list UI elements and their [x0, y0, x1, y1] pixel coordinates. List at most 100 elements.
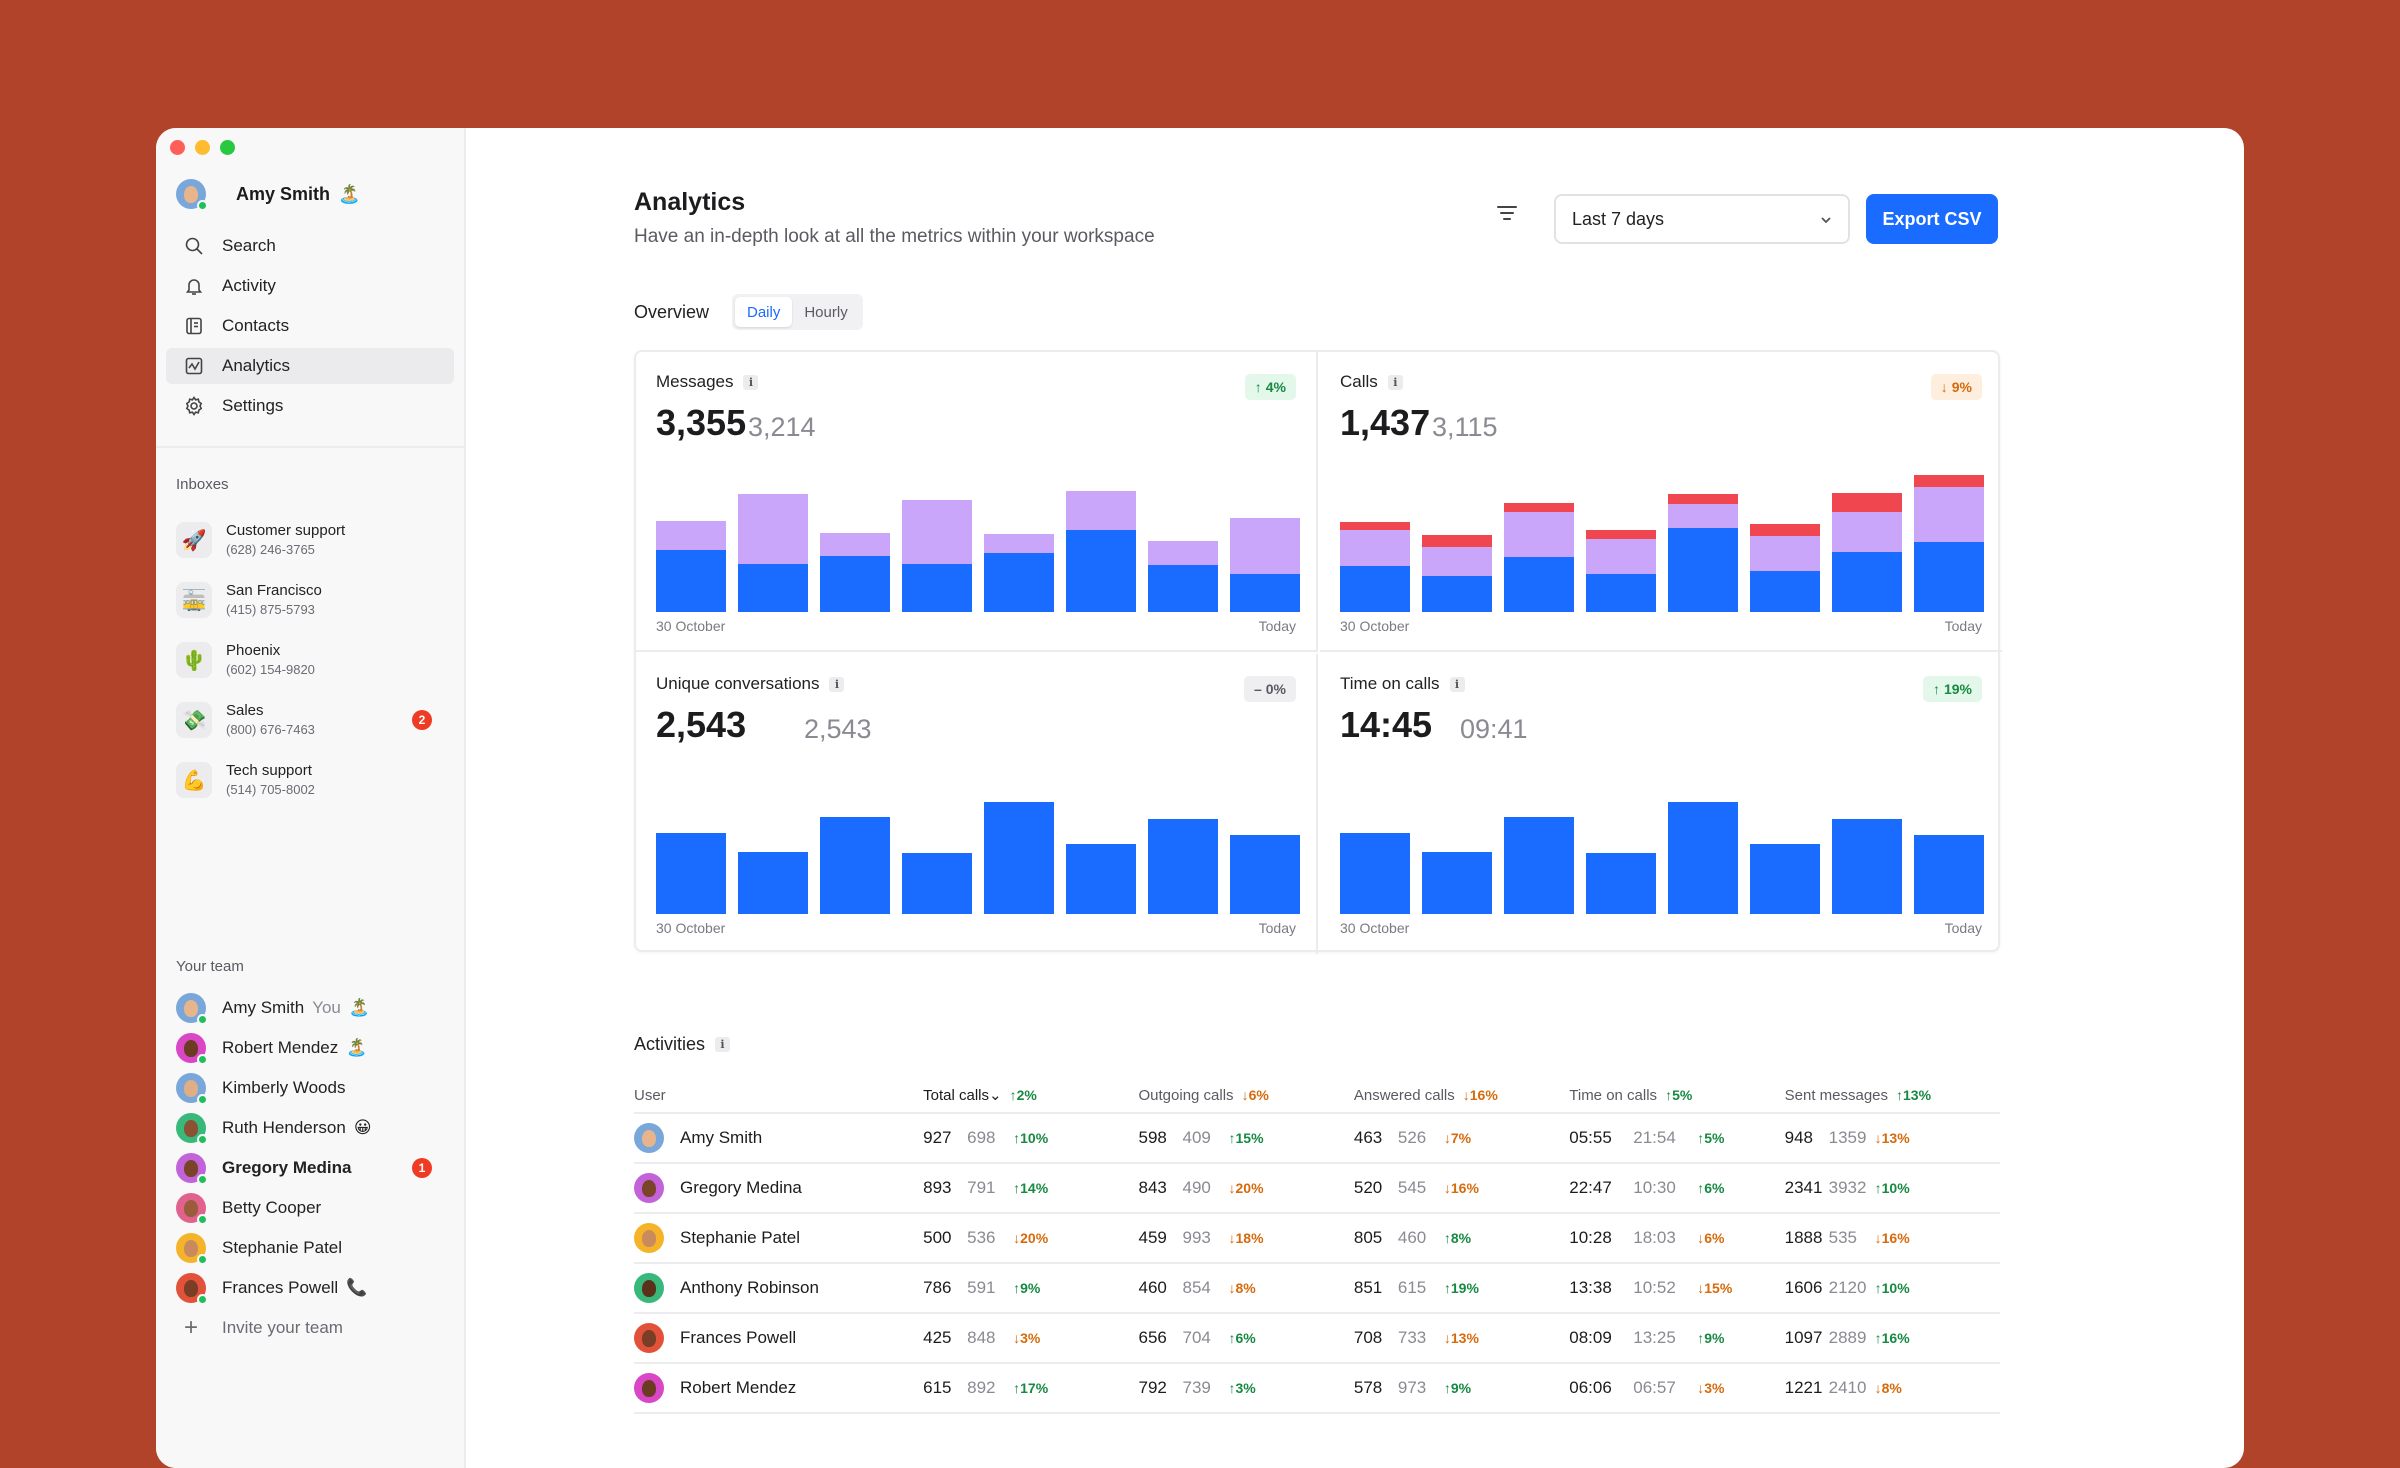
inbox-text: San Francisco (415) 875-5793	[226, 581, 322, 619]
metric-card-unique-conversations: Unique conversations i 2,543 2,543 – 0% 30 Oc…	[636, 654, 1318, 954]
online-status-dot	[197, 1134, 208, 1145]
metric-value: 14:45	[1340, 704, 1433, 745]
previous-value: 490	[1182, 1178, 1211, 1197]
online-status-dot	[197, 1174, 208, 1185]
online-status-dot	[197, 1094, 208, 1105]
team-member[interactable]: Frances Powell 📞	[176, 1268, 446, 1308]
table-row[interactable]: Anthony Robinson 786 591 ↑ 9% 460 854 ↓ 8% 851 6…	[634, 1264, 2000, 1314]
page-title: Analytics	[634, 188, 746, 216]
nav-item-activity[interactable]: Activity	[166, 268, 454, 304]
team-member[interactable]: Ruth Henderson 😀	[176, 1108, 446, 1148]
change-indicator: ↓ 20%	[1229, 1180, 1264, 1196]
chart-bar	[1832, 512, 1902, 552]
current-value: 851	[1353, 1278, 1383, 1297]
current-value: 2341	[1784, 1178, 1823, 1197]
info-icon[interactable]: i	[829, 676, 845, 692]
table-row[interactable]: Gregory Medina 893 791 ↑ 14% 843 490 ↓ 20% 520 5…	[634, 1164, 2000, 1214]
change-value: 16%	[1469, 1087, 1498, 1103]
metric-cell: 708 733 ↓ 13%	[1354, 1328, 1569, 1348]
current-value: 22:47	[1569, 1178, 1612, 1197]
metric-cell: 05:55 21:54 ↑ 5%	[1569, 1128, 1784, 1148]
table-row[interactable]: Amy Smith 927 698 ↑ 10% 598 409 ↑ 15% 463 526 ↓ 7…	[634, 1114, 2000, 1164]
filter-icon[interactable]	[1492, 198, 1522, 228]
previous-value: 06:57	[1633, 1378, 1676, 1397]
change-badge: – 0%	[1243, 676, 1296, 702]
team-member[interactable]: Robert Mendez 🏝️	[176, 1028, 446, 1068]
bar-chart	[656, 490, 1300, 612]
change-value: 2%	[1016, 1087, 1037, 1103]
invite-team-button[interactable]: + Invite your team	[176, 1308, 446, 1348]
column-header[interactable]: Total calls ⌄ ↑ 2%	[923, 1086, 1138, 1105]
inbox-item[interactable]: 🚀 Customer support (628) 246-3765	[176, 510, 446, 570]
table-row[interactable]: Stephanie Patel 500 536 ↓ 20% 459 993 ↓ 18% 805…	[634, 1214, 2000, 1264]
nav-item-analytics[interactable]: Analytics	[166, 348, 454, 384]
metric-cell: 459 993 ↓ 18%	[1139, 1228, 1354, 1248]
info-icon[interactable]: i	[715, 1037, 731, 1052]
column-header[interactable]: Sent messages ↑ 13%	[1785, 1087, 2000, 1104]
close-window-button[interactable]	[170, 140, 185, 155]
change-arrow-icon: ↑	[1874, 1330, 1882, 1346]
change-badge: ↑ 4%	[1244, 374, 1296, 400]
change-arrow-icon: ↑	[1874, 1180, 1882, 1196]
inbox-item[interactable]: 🚋 San Francisco (415) 875-5793	[176, 570, 446, 630]
previous-value: 698	[967, 1128, 996, 1147]
chart-bar	[1914, 487, 1984, 543]
change-indicator: ↑ 9%	[1697, 1330, 1724, 1346]
change-value: 20%	[1020, 1230, 1049, 1246]
current-value: 10:28	[1569, 1228, 1612, 1247]
change-value: 5%	[1672, 1087, 1693, 1103]
team-member[interactable]: Amy Smith You 🏝️	[176, 988, 446, 1028]
current-value: 708	[1353, 1328, 1383, 1347]
change-value: 15%	[1704, 1280, 1733, 1296]
nav-item-contacts[interactable]: Contacts	[166, 308, 454, 344]
inbox-item[interactable]: 💸 Sales (800) 676-7463 2	[176, 690, 446, 750]
inbox-item[interactable]: 🌵 Phoenix (602) 154-9820	[176, 630, 446, 690]
metric-cell: 893 791 ↑ 14%	[923, 1178, 1138, 1198]
change-indicator: ↑ 15%	[1229, 1130, 1264, 1146]
chart-bar	[1422, 851, 1492, 914]
change-indicator: ↓ 20%	[1013, 1230, 1048, 1246]
sidebar-divider	[156, 446, 464, 448]
team-member[interactable]: Kimberly Woods	[176, 1068, 446, 1108]
current-value: 893	[923, 1178, 952, 1197]
nav-item-search[interactable]: Search	[166, 228, 454, 264]
info-icon[interactable]: i	[1387, 374, 1403, 390]
nav-item-settings[interactable]: Settings	[166, 388, 454, 424]
minimize-window-button[interactable]	[195, 140, 210, 155]
page-subtitle: Have an in-depth look at all the metrics…	[634, 226, 1155, 247]
profile-menu[interactable]: Amy Smith 🏝️	[176, 176, 360, 212]
invite-label: Invite your team	[222, 1318, 343, 1337]
previous-value: 3,214	[748, 412, 816, 442]
date-range-select[interactable]: Last 7 days	[1554, 194, 1850, 244]
inbox-item[interactable]: 💪 Tech support (514) 705-8002	[176, 750, 446, 810]
info-icon[interactable]: i	[743, 374, 759, 390]
change-arrow-icon: ↑	[1443, 1230, 1451, 1246]
column-header[interactable]: Outgoing calls ↓ 6%	[1139, 1087, 1354, 1104]
change-indicator: ↑ 9%	[1444, 1380, 1471, 1396]
tab-hourly[interactable]: Hourly	[804, 303, 848, 321]
avatar-face	[642, 1380, 656, 1397]
column-label: Total calls	[923, 1086, 989, 1104]
column-header[interactable]: Time on calls ↑ 5%	[1569, 1087, 1784, 1104]
team-member[interactable]: Gregory Medina 1	[176, 1148, 446, 1188]
table-row[interactable]: Robert Mendez 615 892 ↑ 17% 792 739 ↑ 3% 578 973…	[634, 1364, 2000, 1414]
search-icon	[185, 237, 203, 255]
metric-cell: 851 615 ↑ 19%	[1354, 1278, 1569, 1298]
export-csv-button[interactable]: Export CSV	[1866, 194, 1998, 244]
maximize-window-button[interactable]	[220, 140, 235, 155]
team-member[interactable]: Stephanie Patel	[176, 1228, 446, 1268]
avatar	[634, 1123, 664, 1153]
sort-chevron-icon: ⌄	[988, 1087, 1002, 1104]
member-name: Stephanie Patel	[222, 1238, 343, 1257]
chart-bar	[1832, 493, 1902, 513]
column-label: User	[634, 1086, 666, 1104]
table-row[interactable]: Frances Powell 425 848 ↓ 3% 656 704 ↑ 6% 708 733…	[634, 1314, 2000, 1364]
info-icon[interactable]: i	[1449, 676, 1465, 692]
column-header[interactable]: Answered calls ↓ 16%	[1354, 1087, 1569, 1104]
current-value: 578	[1353, 1378, 1383, 1397]
chart-bar	[1750, 524, 1820, 537]
team-member[interactable]: Betty Cooper	[176, 1188, 446, 1228]
chart-bar	[1066, 530, 1136, 612]
avatar	[176, 1233, 208, 1265]
tab-daily[interactable]: Daily	[735, 297, 793, 327]
